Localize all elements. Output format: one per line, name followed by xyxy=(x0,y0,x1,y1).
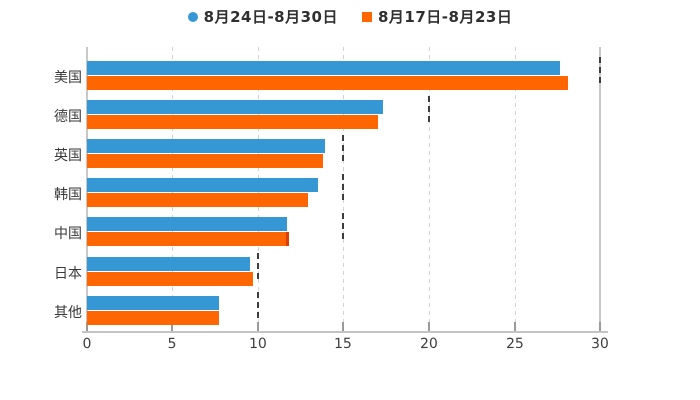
x-tick-label: 10 xyxy=(248,335,267,353)
ceil-mark-4 xyxy=(342,174,345,202)
ceil-mark-1 xyxy=(599,56,602,84)
bar-orange-7 xyxy=(87,310,219,325)
bar-blue-6 xyxy=(87,256,250,271)
x-tick-label: 0 xyxy=(81,335,92,353)
legend-label: 8月24日-8月30日 xyxy=(203,8,338,26)
bar-blue-2 xyxy=(87,99,384,114)
category-label-4: 韩国 xyxy=(54,187,82,204)
category-label-1: 美国 xyxy=(54,69,82,86)
gridline-20 xyxy=(429,47,431,326)
x-tick-5 xyxy=(171,322,174,331)
x-tick-15 xyxy=(342,322,345,331)
ceil-mark-5 xyxy=(342,213,345,241)
legend-item-week-aug17-23: 8月17日-8月23日 xyxy=(362,6,512,27)
legend-circle-marker-icon xyxy=(187,11,198,22)
x-tick-label: 25 xyxy=(505,335,524,353)
x-tick-label: 15 xyxy=(334,335,353,353)
category-label-3: 英国 xyxy=(54,147,82,164)
x-tick-0 xyxy=(85,322,88,331)
bar-blue-1 xyxy=(87,60,560,75)
bar-blue-5 xyxy=(87,217,288,232)
bar-orange-6 xyxy=(87,271,254,286)
category-label-6: 日本 xyxy=(54,265,82,282)
gridline-25 xyxy=(514,47,516,326)
category-label-7: 其他 xyxy=(54,304,82,321)
bar-blue-3 xyxy=(87,138,326,153)
legend-square-marker-icon xyxy=(362,11,372,22)
ceil-mark-3 xyxy=(342,134,345,162)
bar-orange-2 xyxy=(87,114,379,129)
bar-blue-7 xyxy=(87,295,219,310)
x-tick-30 xyxy=(599,322,602,331)
bar-orange-5 xyxy=(87,232,290,247)
x-tick-label: 5 xyxy=(167,335,177,353)
category-label-5: 中国 xyxy=(54,226,82,243)
bar-orange-4 xyxy=(87,193,309,208)
bar-tip-red xyxy=(285,232,290,247)
x-axis-line xyxy=(82,331,608,333)
ceil-mark-6 xyxy=(256,252,259,280)
bar-blue-4 xyxy=(87,178,319,193)
x-tick-10 xyxy=(256,322,259,331)
x-tick-25 xyxy=(513,322,516,331)
legend: 8月24日-8月30日 8月17日-8月23日 xyxy=(0,6,700,27)
legend-item-week-aug24-30: 8月24日-8月30日 xyxy=(187,6,338,27)
bar-orange-1 xyxy=(87,75,569,90)
x-tick-label: 20 xyxy=(420,335,439,353)
ceil-mark-7 xyxy=(256,291,259,319)
right-spine xyxy=(599,47,602,331)
category-label-2: 德国 xyxy=(54,108,82,125)
x-tick-20 xyxy=(428,322,431,331)
bar-orange-3 xyxy=(87,153,324,168)
x-tick-label: 30 xyxy=(591,335,610,353)
legend-label: 8月17日-8月23日 xyxy=(378,8,513,26)
left-spine xyxy=(85,47,88,331)
ceil-mark-2 xyxy=(428,95,431,123)
